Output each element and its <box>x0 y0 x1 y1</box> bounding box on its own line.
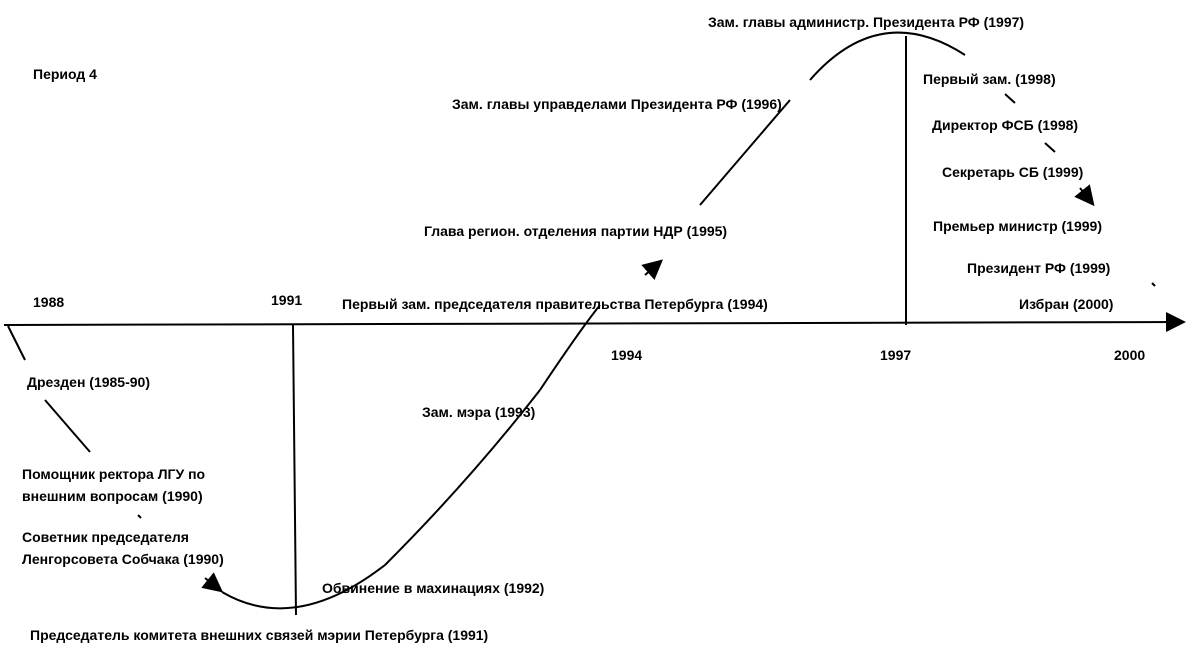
event-label: Глава регион. отделения партии НДР (1995… <box>424 223 727 239</box>
event-label: Президент РФ (1999) <box>967 260 1110 276</box>
path-segment <box>7 325 26 361</box>
event-label: Зам. мэра (1993) <box>422 404 535 420</box>
year-label: 1988 <box>33 294 64 310</box>
connectors <box>3 31 1186 616</box>
path-segment <box>1074 184 1095 207</box>
path-segment <box>201 572 224 593</box>
year-label: 1997 <box>880 347 911 363</box>
path-segment <box>44 399 91 453</box>
event-label: Ленгорсовета Собчака (1990) <box>22 551 224 567</box>
path-segment <box>384 389 541 566</box>
event-label: Обвинение в махинациях (1992) <box>322 580 544 596</box>
time-axis <box>3 312 1186 333</box>
path-segment <box>539 304 601 391</box>
path-segment <box>699 99 791 206</box>
path-segment <box>1004 93 1016 104</box>
path-segment <box>137 514 142 519</box>
event-label: Помощник ректора ЛГУ по <box>22 466 205 482</box>
event-label: Секретарь СБ (1999) <box>942 164 1083 180</box>
path-segment <box>221 564 386 610</box>
event-label: Советник председателя <box>22 529 189 545</box>
event-label: Зам. главы администр. Президента РФ (199… <box>708 14 1024 30</box>
event-label: Председатель комитета внешних связей мэр… <box>30 627 488 643</box>
event-label: Первый зам. председателя правительства П… <box>342 296 768 312</box>
year-label: 1991 <box>271 292 302 308</box>
period-title: Период 4 <box>33 66 97 82</box>
year-label: 2000 <box>1114 347 1145 363</box>
event-label: Избран (2000) <box>1019 296 1113 312</box>
event-label: Дрезден (1985-90) <box>27 374 150 390</box>
event-label: Премьер министр (1999) <box>933 218 1102 234</box>
event-label: внешним вопросам (1990) <box>22 488 203 504</box>
event-label: Первый зам. (1998) <box>923 71 1056 87</box>
path-segment <box>641 259 664 281</box>
path-segment <box>809 31 966 81</box>
year-label: 1994 <box>611 347 642 363</box>
event-label: Зам. главы управделами Президента РФ (19… <box>452 96 782 112</box>
divider-1991 <box>292 324 297 616</box>
path-segment <box>1044 142 1056 153</box>
path-segment <box>1151 282 1156 287</box>
event-label: Директор ФСБ (1998) <box>932 117 1078 133</box>
